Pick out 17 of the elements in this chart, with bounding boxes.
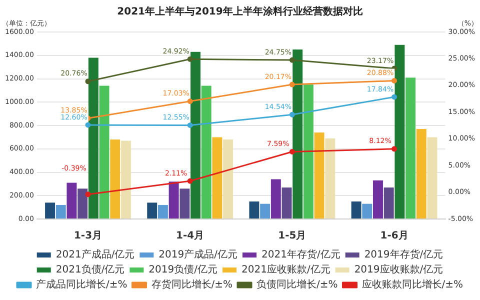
legend-label: 产成品同比增长/±% [36,278,128,291]
legend-label: 2021产成品/亿元 [56,248,135,261]
legend-label: 2019负债/亿元 [148,264,218,276]
legend-label: 应收账款同比增长/±% [362,278,463,291]
legend-label: 2021年存货/亿元 [262,248,340,261]
legend-label: 2019年存货/亿元 [364,248,444,261]
x-tick-label: 1-6月 [380,230,408,242]
x-tick-label: 1-3月 [74,230,102,242]
legend-label: 2021应收账款/亿元 [242,264,330,276]
legend-label: 存货同比增长/±% [151,278,232,291]
x-tick-label: 1-4月 [176,230,204,242]
legend-label: 2021负债/亿元 [56,264,125,276]
legend-label: 2019应收账款/亿元 [354,264,444,276]
chart-title: 2021年上半年与2019年上半年涂料行业经营数据对比 [117,6,363,18]
legend-label: 2019产成品/亿元 [158,248,238,261]
legend-label: 负债同比增长/±% [256,278,338,291]
x-tick-label: 1-5月 [278,230,306,242]
